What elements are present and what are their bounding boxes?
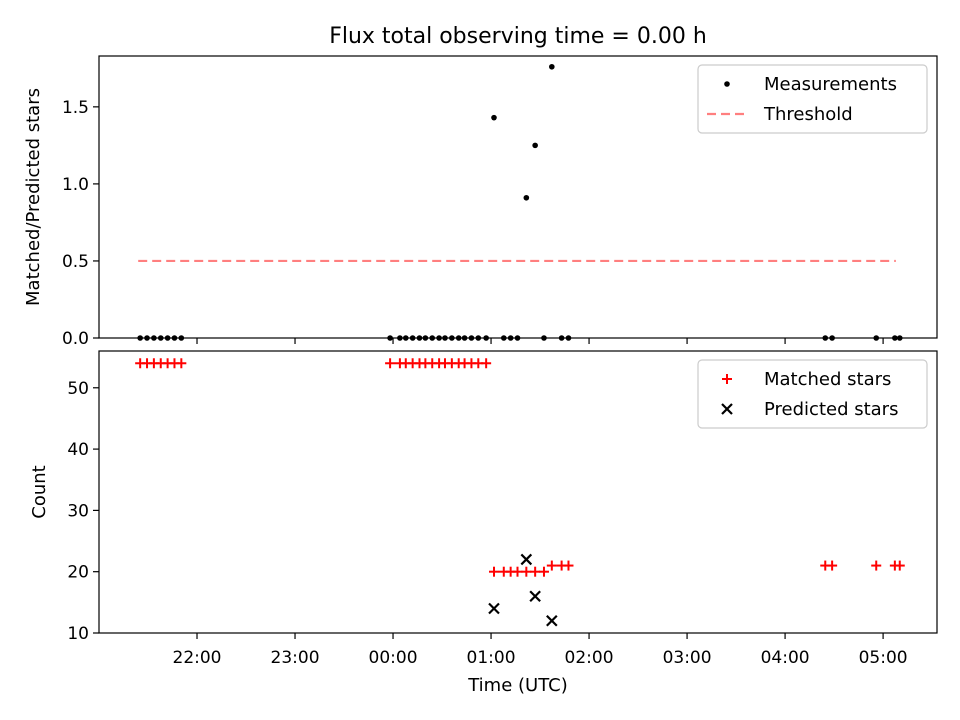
- x-tick-label: 05:00: [859, 648, 908, 668]
- x-tick-label: 23:00: [271, 648, 320, 668]
- measurements-point: [565, 335, 572, 341]
- legend-swatch: [721, 403, 733, 415]
- measurements-point: [829, 335, 835, 341]
- y-tick-label: 50: [67, 379, 89, 399]
- measurements-point: [549, 63, 555, 70]
- predicted-stars-point: [520, 553, 533, 566]
- measurements-point: [475, 335, 482, 341]
- measurements-point: [822, 335, 829, 341]
- measurements-point: [507, 335, 514, 341]
- measurements-point: [455, 335, 462, 341]
- x-tick-label: 02:00: [565, 648, 614, 668]
- matched-stars-point: [521, 566, 532, 577]
- y-tick-label: 0.0: [62, 329, 89, 349]
- predicted-stars-point: [529, 590, 541, 602]
- measurements-point: [416, 335, 423, 341]
- x-tick-label: 03:00: [663, 648, 712, 668]
- legend-label: Predicted stars: [764, 399, 898, 420]
- x-ticks-ratio: [196, 338, 884, 344]
- panel-counts: 10 20 30 40 50 22:00 23:00 00:00 01:00 02:00 03:0…: [29, 350, 938, 668]
- legend-label: Threshold: [763, 104, 853, 125]
- measurements-point: [387, 335, 393, 341]
- measurements-point: [422, 335, 429, 341]
- measurements-point: [171, 335, 178, 341]
- measurements-point: [558, 335, 565, 341]
- legend-entry: Threshold: [707, 104, 853, 125]
- legend-box: [697, 359, 928, 429]
- measurements-point: [164, 335, 171, 341]
- measurements-point: [483, 335, 489, 341]
- measurements-point: [873, 335, 880, 341]
- matched-stars-point: [871, 560, 882, 571]
- x-tick-label: 01:00: [467, 648, 516, 668]
- y-tick-label: 10: [67, 624, 89, 644]
- y-tick-label: 30: [67, 501, 89, 521]
- measurements-point: [429, 335, 436, 341]
- matched-stars-point: [563, 560, 574, 571]
- legend-entry: Predicted stars: [721, 399, 898, 420]
- matched-stars-point: [481, 358, 492, 369]
- series-ratio: [137, 63, 903, 341]
- y-axis-label-ratio: Matched/Predicted stars: [23, 88, 44, 306]
- legend-entry: Measurements: [724, 74, 897, 95]
- legend-swatch: [722, 374, 732, 384]
- y-tick-label: 1.0: [62, 175, 89, 195]
- series-counts: [135, 358, 905, 627]
- measurements-point: [442, 335, 448, 341]
- measurements-point: [532, 142, 538, 149]
- panel-ratio: 0.0 0.5 1.0 1.5 Matched/Predicted stars Mea…: [23, 55, 938, 349]
- x-tick-label: 04:00: [761, 648, 810, 668]
- measurements-point: [468, 335, 475, 341]
- matched-stars-point: [827, 560, 838, 571]
- measurements-point: [397, 335, 403, 341]
- matched-stars-point: [894, 560, 905, 571]
- y-ticks-ratio: 0.0 0.5 1.0 1.5: [62, 98, 99, 349]
- measurements-point: [436, 335, 442, 341]
- measurements-point: [144, 335, 150, 341]
- chart-title: Flux total observing time = 0.00 h: [329, 24, 707, 49]
- y-tick-label: 0.5: [62, 252, 89, 272]
- x-tick-label: 22:00: [173, 648, 222, 668]
- measurements-point: [151, 335, 157, 341]
- measurements-point: [178, 335, 185, 341]
- measurements-point: [402, 335, 409, 341]
- legend-entry: Matched stars: [722, 369, 891, 390]
- measurements-point: [461, 335, 468, 341]
- measurements-point: [892, 335, 898, 341]
- matched-stars-point: [546, 560, 557, 571]
- matched-stars-point: [538, 566, 549, 577]
- measurements-point: [523, 194, 530, 201]
- matched-stars-point: [488, 566, 499, 577]
- matched-stars-point: [385, 358, 396, 369]
- measurements-point: [491, 114, 497, 121]
- legend-swatch: [724, 81, 730, 87]
- matched-stars-point: [512, 566, 523, 577]
- matched-stars-point: [176, 358, 187, 369]
- legend-label: Matched stars: [764, 369, 891, 390]
- measurements-point: [514, 335, 521, 341]
- measurements-point: [137, 335, 143, 341]
- y-tick-label: 1.5: [62, 98, 89, 118]
- predicted-stars-point: [546, 614, 558, 627]
- measurements-point: [896, 335, 903, 341]
- measurements-point: [157, 335, 164, 341]
- measurements-point: [500, 335, 507, 341]
- predicted-stars-point: [488, 602, 500, 615]
- legend-counts: Matched stars Predicted stars: [697, 359, 928, 429]
- measurements-point: [449, 335, 455, 341]
- x-tick-label: 00:00: [369, 648, 418, 668]
- legend-box: [697, 64, 928, 134]
- y-tick-label: 40: [67, 440, 89, 460]
- measurements-point: [541, 335, 547, 341]
- matched-stars-point: [530, 566, 541, 577]
- legend-ratio: Measurements Threshold: [697, 64, 928, 134]
- y-axis-label-counts: Count: [29, 465, 50, 518]
- y-tick-label: 20: [67, 563, 89, 583]
- x-ticks-counts: 22:00 23:00 00:00 01:00 02:00 03:00 04:00 05:00: [173, 633, 908, 668]
- measurements-point: [409, 335, 416, 341]
- x-axis-label: Time (UTC): [467, 675, 568, 696]
- legend-label: Measurements: [764, 74, 897, 95]
- y-ticks-counts: 10 20 30 40 50: [67, 379, 99, 644]
